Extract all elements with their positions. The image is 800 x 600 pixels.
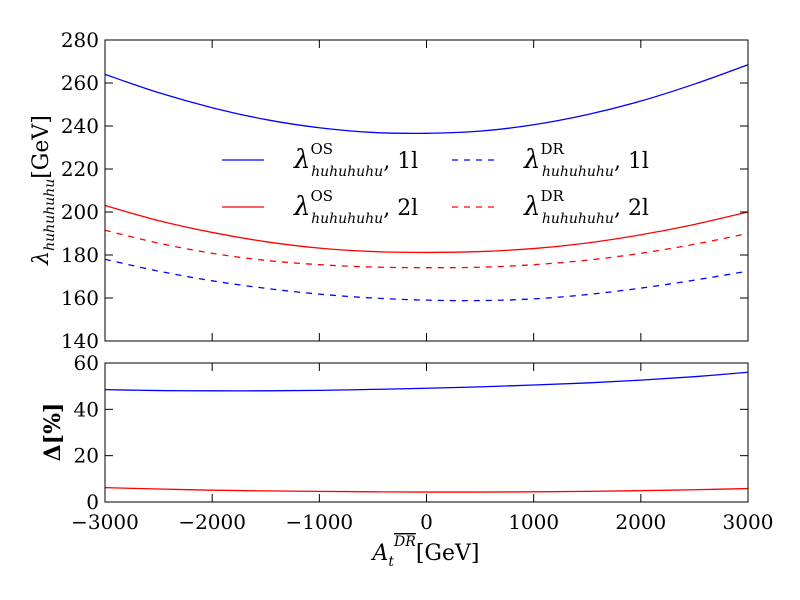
top-ytick-label: 140 [61,329,99,353]
legend-tail: , 2l [614,196,649,221]
top-ytick-label: 280 [61,28,99,52]
bottom-xtick-label: −1000 [286,510,354,534]
legend-label-3: λDR huhuhuhu, 2l [523,187,649,227]
bottom-xtick-label: −3000 [71,510,139,534]
legend-sup: OS [310,140,333,158]
top-ytick-label: 220 [61,157,99,181]
top-series-line-3 [104,229,749,269]
legend-label-0: λOS huhuhuhu, 1l [293,140,418,180]
bottom-xlabel-main: A [371,541,389,566]
bottom-xtick-label: 0 [420,510,433,534]
bottom-ytick-label: 40 [74,397,99,421]
top-ylabel: λhuhuhuhu[GeV] [29,115,58,266]
bottom-xlabel: At DR[GeV] [371,534,480,570]
legend-label-2: λOS huhuhuhu, 2l [293,187,418,227]
top-ylabel-unit: [GeV] [29,115,54,179]
top-series-line-1 [104,258,749,302]
bottom-xlabel-sub: t [388,554,394,570]
top-ylabel-main: λ [29,251,54,266]
legend-sub: huhuhuhu [311,164,383,180]
bottom-ytick-label: 20 [74,444,99,468]
top-ytick-label: 240 [61,114,99,138]
top-series-line-0 [104,64,749,135]
legend-sup: OS [310,187,333,205]
bottom-xtick-label: 2000 [615,510,666,534]
top-ytick-label: 180 [61,243,99,267]
legend-tail: , 1l [614,149,649,174]
bottom-xtick-label: 3000 [723,510,774,534]
legend-sub: huhuhuhu [542,164,614,180]
legend-sup: DR [540,140,564,158]
bottom-series-line-0 [104,371,749,392]
bottom-ylabel: Δ[%] [40,403,66,462]
legend-sub: huhuhuhu [542,211,614,227]
top-series-line-2 [104,204,749,254]
bottom-xtick-label: −2000 [178,510,246,534]
bottom-series-line-1 [104,486,749,493]
bottom-ytick-label: 0 [86,490,99,514]
bottom-xtick-label: 1000 [508,510,559,534]
bottom-ytick-label: 60 [74,351,99,375]
top-plot-frame [104,39,749,342]
legend-sup: DR [540,187,564,205]
top-ytick-label: 200 [61,200,99,224]
bottom-panel: 0 20 40 60 −3000 −2000 −1000 0 1000 2000 3000 Δ[%]… [40,351,773,570]
legend-label-1: λDR huhuhuhu, 1l [523,140,649,180]
legend-tail: , 1l [383,149,418,174]
top-ylabel-sub: huhuhuhu [42,179,58,251]
top-ytick-label: 260 [61,71,99,95]
bottom-xlabel-sup: DR [393,534,416,550]
legend-sub: huhuhuhu [311,211,383,227]
top-ytick-label: 160 [61,286,99,310]
legend-tail: , 2l [383,196,418,221]
bottom-plot-frame [104,362,749,503]
bottom-xlabel-unit: [GeV] [416,541,480,566]
